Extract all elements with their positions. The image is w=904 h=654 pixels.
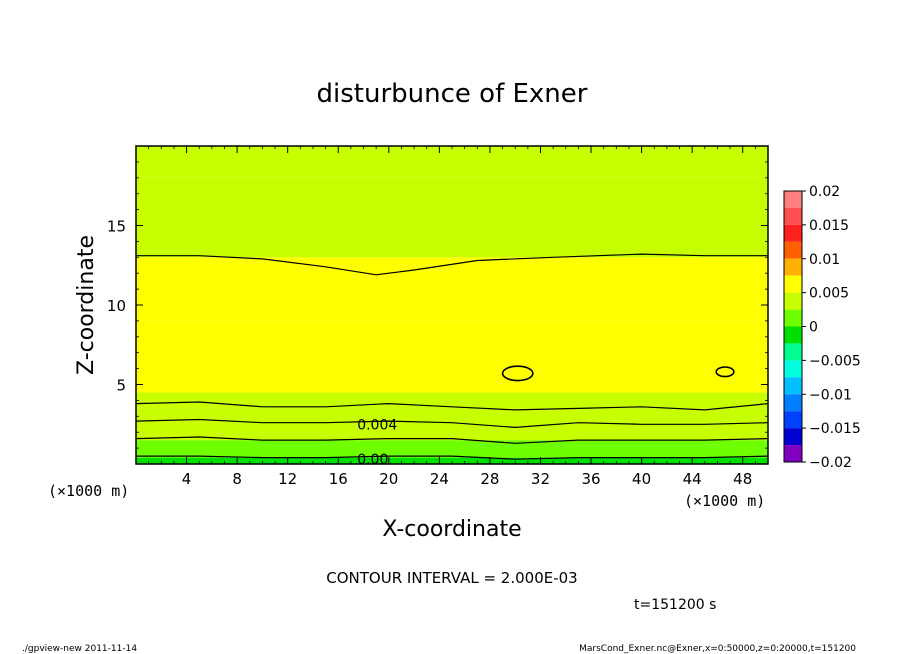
field-layer-4 [136,320,768,393]
x-tick-label: 4 [182,470,192,488]
x-unit-right: (×1000 m) [684,492,765,510]
colorbar-tick-label: 0.015 [809,218,849,234]
field-layer-3 [136,392,768,409]
colorbar-band-8 [784,326,802,344]
y-axis-label: Z-coordinate [74,235,99,375]
colorbar-band-13 [784,411,802,429]
x-axis-label: X-coordinate [382,517,521,542]
colorbar-tick-label: −0.005 [809,353,861,369]
contour-lines [136,253,768,460]
colorbar-band-2 [784,224,802,242]
contour-line-3 [136,436,768,444]
x-tick-label: 44 [683,470,702,488]
x-tick-label: 20 [379,470,398,488]
colorbar-tick-label: 0.01 [809,252,840,268]
colorbar-band-15 [784,445,802,462]
plot-area [136,146,768,464]
x-tick-label: 12 [278,470,297,488]
contour-line-0 [136,253,768,276]
y-tick-label: 10 [107,297,126,315]
colorbar-band-7 [784,309,802,327]
field-layer-6 [136,177,768,258]
colorbar-tick-label: 0.02 [809,184,840,200]
x-tick-label: 40 [632,470,651,488]
contour-label-0: 0.004 [357,417,397,433]
x-axis-ticks: 4 8 12 16 20 24 28 32 36 40 44 48 [148,146,756,488]
field-layer-7 [136,146,768,178]
contour-line-4 [136,455,768,460]
time-text: t=151200 s [634,597,716,613]
chart-title: disturbunce of Exner [317,79,588,109]
field-layer-0 [136,457,768,464]
colorbar-band-5 [784,275,802,293]
y-tick-label: 5 [116,377,126,395]
y-axis-ticks: 5 10 15 [107,161,768,449]
field-layer-1 [136,440,768,458]
colorbar-band-3 [784,241,802,259]
x-tick-label: 24 [430,470,449,488]
footer-right: MarsCond_Exner.nc@Exner,x=0:50000,z=0:20… [579,644,856,654]
colorbar-tick-label: 0.005 [809,286,849,302]
x-tick-label: 28 [480,470,499,488]
field-layer-5 [136,257,768,321]
x-tick-label: 8 [232,470,242,488]
colorbar-band-6 [784,292,802,310]
x-tick-label: 16 [329,470,348,488]
colorbar-tick-label: −0.01 [809,387,852,403]
footer-left: ./gpview-new 2011-11-14 [22,644,137,654]
x-tick-label: 48 [733,470,752,488]
contour-loops [501,365,735,382]
y-tick-label: 15 [107,218,126,236]
colorbar-band-9 [784,343,802,361]
x-tick-label: 36 [581,470,600,488]
colorbar-band-12 [784,394,802,412]
colorbar-band-10 [784,360,802,378]
colorbar-band-0 [784,191,802,208]
contour-label-1: 0.00 [357,452,388,468]
colorbar [783,190,803,463]
colorbar-tick-label: −0.015 [809,421,861,437]
x-unit-left: (×1000 m) [48,482,129,500]
colorbar-labels: 0.02 0.015 0.01 0.005 0 −0.005 −0.01 −0.015 −0.0… [802,184,861,471]
contour-line-2 [136,418,768,429]
contour-interval-text: CONTOUR INTERVAL = 2.000E-03 [326,569,577,587]
contour-line-1 [136,401,768,411]
colorbar-band-11 [784,377,802,395]
field-layers [136,146,768,464]
colorbar-tick-label: −0.02 [809,455,852,471]
x-tick-label: 32 [531,470,550,488]
contour-loop-0 [501,365,534,382]
colorbar-band-14 [784,428,802,446]
colorbar-band-1 [784,207,802,225]
contour-loop-1 [715,366,735,378]
colorbar-band-4 [784,258,802,276]
colorbar-tick-label: 0 [809,320,818,336]
